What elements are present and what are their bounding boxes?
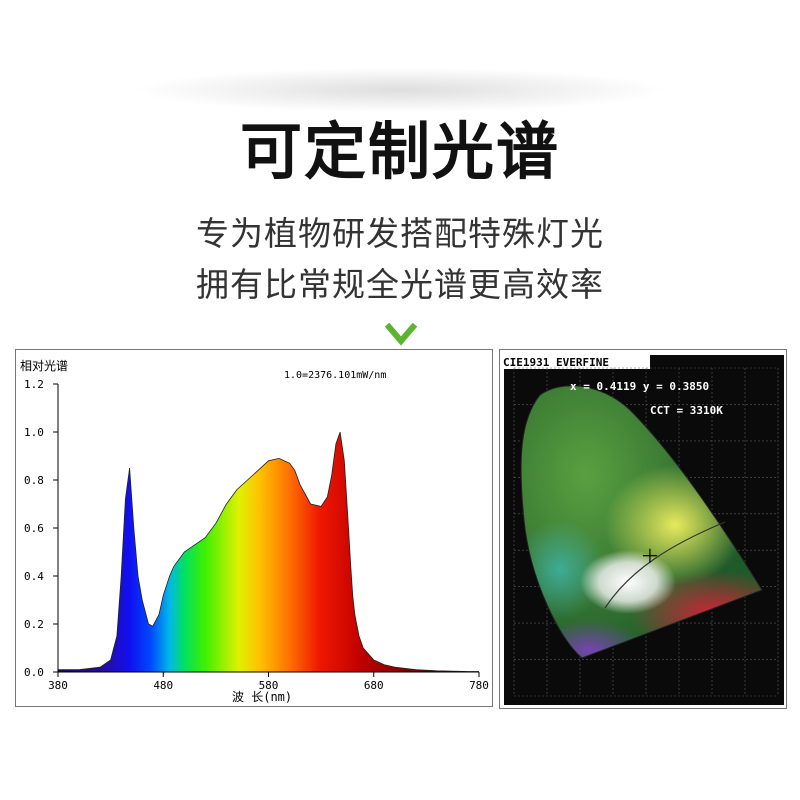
spectral-locus: [520, 385, 763, 659]
x-tick-label: 680: [364, 679, 384, 692]
cie-chart: CIE1931 EVERFINE x = 0.4119 y = 0.3850 C…: [500, 355, 784, 705]
page-title: 可定制光谱: [239, 115, 560, 188]
chromaticity-readout: x = 0.4119 y = 0.3850: [570, 380, 709, 393]
y-tick-label: 0.4: [24, 570, 44, 583]
cct-readout: CCT = 3310K: [650, 404, 723, 417]
cie-title-box: [500, 355, 650, 369]
x-axis-label: 波 长(nm): [232, 690, 292, 704]
x-tick-label: 380: [48, 679, 68, 692]
y-tick-label: 1.2: [24, 378, 44, 391]
chromaticity-point: [642, 548, 657, 563]
x-tick-label: 780: [469, 679, 489, 692]
y-tick-label: 0.0: [24, 666, 44, 679]
spectrum-line: [58, 431, 479, 672]
spectrum-chart-panel: 相对光谱 1.0=2376.101mW/nm 0.0 0.2 0.4 0.6 0.8 1.…: [15, 349, 493, 707]
x-tick-label: 480: [153, 679, 173, 692]
spectrum-chart: 相对光谱 1.0=2376.101mW/nm 0.0 0.2 0.4 0.6 0.8 1.…: [20, 359, 489, 704]
chevron-down-icon: [384, 322, 418, 346]
spectrum-annotation: 1.0=2376.101mW/nm: [284, 370, 386, 381]
planckian-locus: [604, 521, 726, 609]
x-tick-label: 580: [259, 679, 279, 692]
header-shadow: [0, 0, 800, 120]
cie-diagram-panel: CIE1931 EVERFINE x = 0.4119 y = 0.3850 C…: [499, 349, 787, 709]
subtitle-line-1: 专为植物研发搭配特殊灯光: [196, 214, 604, 253]
y-tick-label: 0.2: [24, 618, 44, 631]
subtitle-line-2: 拥有比常规全光谱更高效率: [196, 265, 604, 304]
y-tick-label: 0.6: [24, 522, 44, 535]
spectrum-area: [58, 432, 479, 672]
cie-title: CIE1931 EVERFINE: [503, 356, 609, 369]
y-tick-label: 0.8: [24, 474, 44, 487]
y-axis-label: 相对光谱: [20, 359, 68, 373]
y-tick-label: 1.0: [24, 426, 44, 439]
